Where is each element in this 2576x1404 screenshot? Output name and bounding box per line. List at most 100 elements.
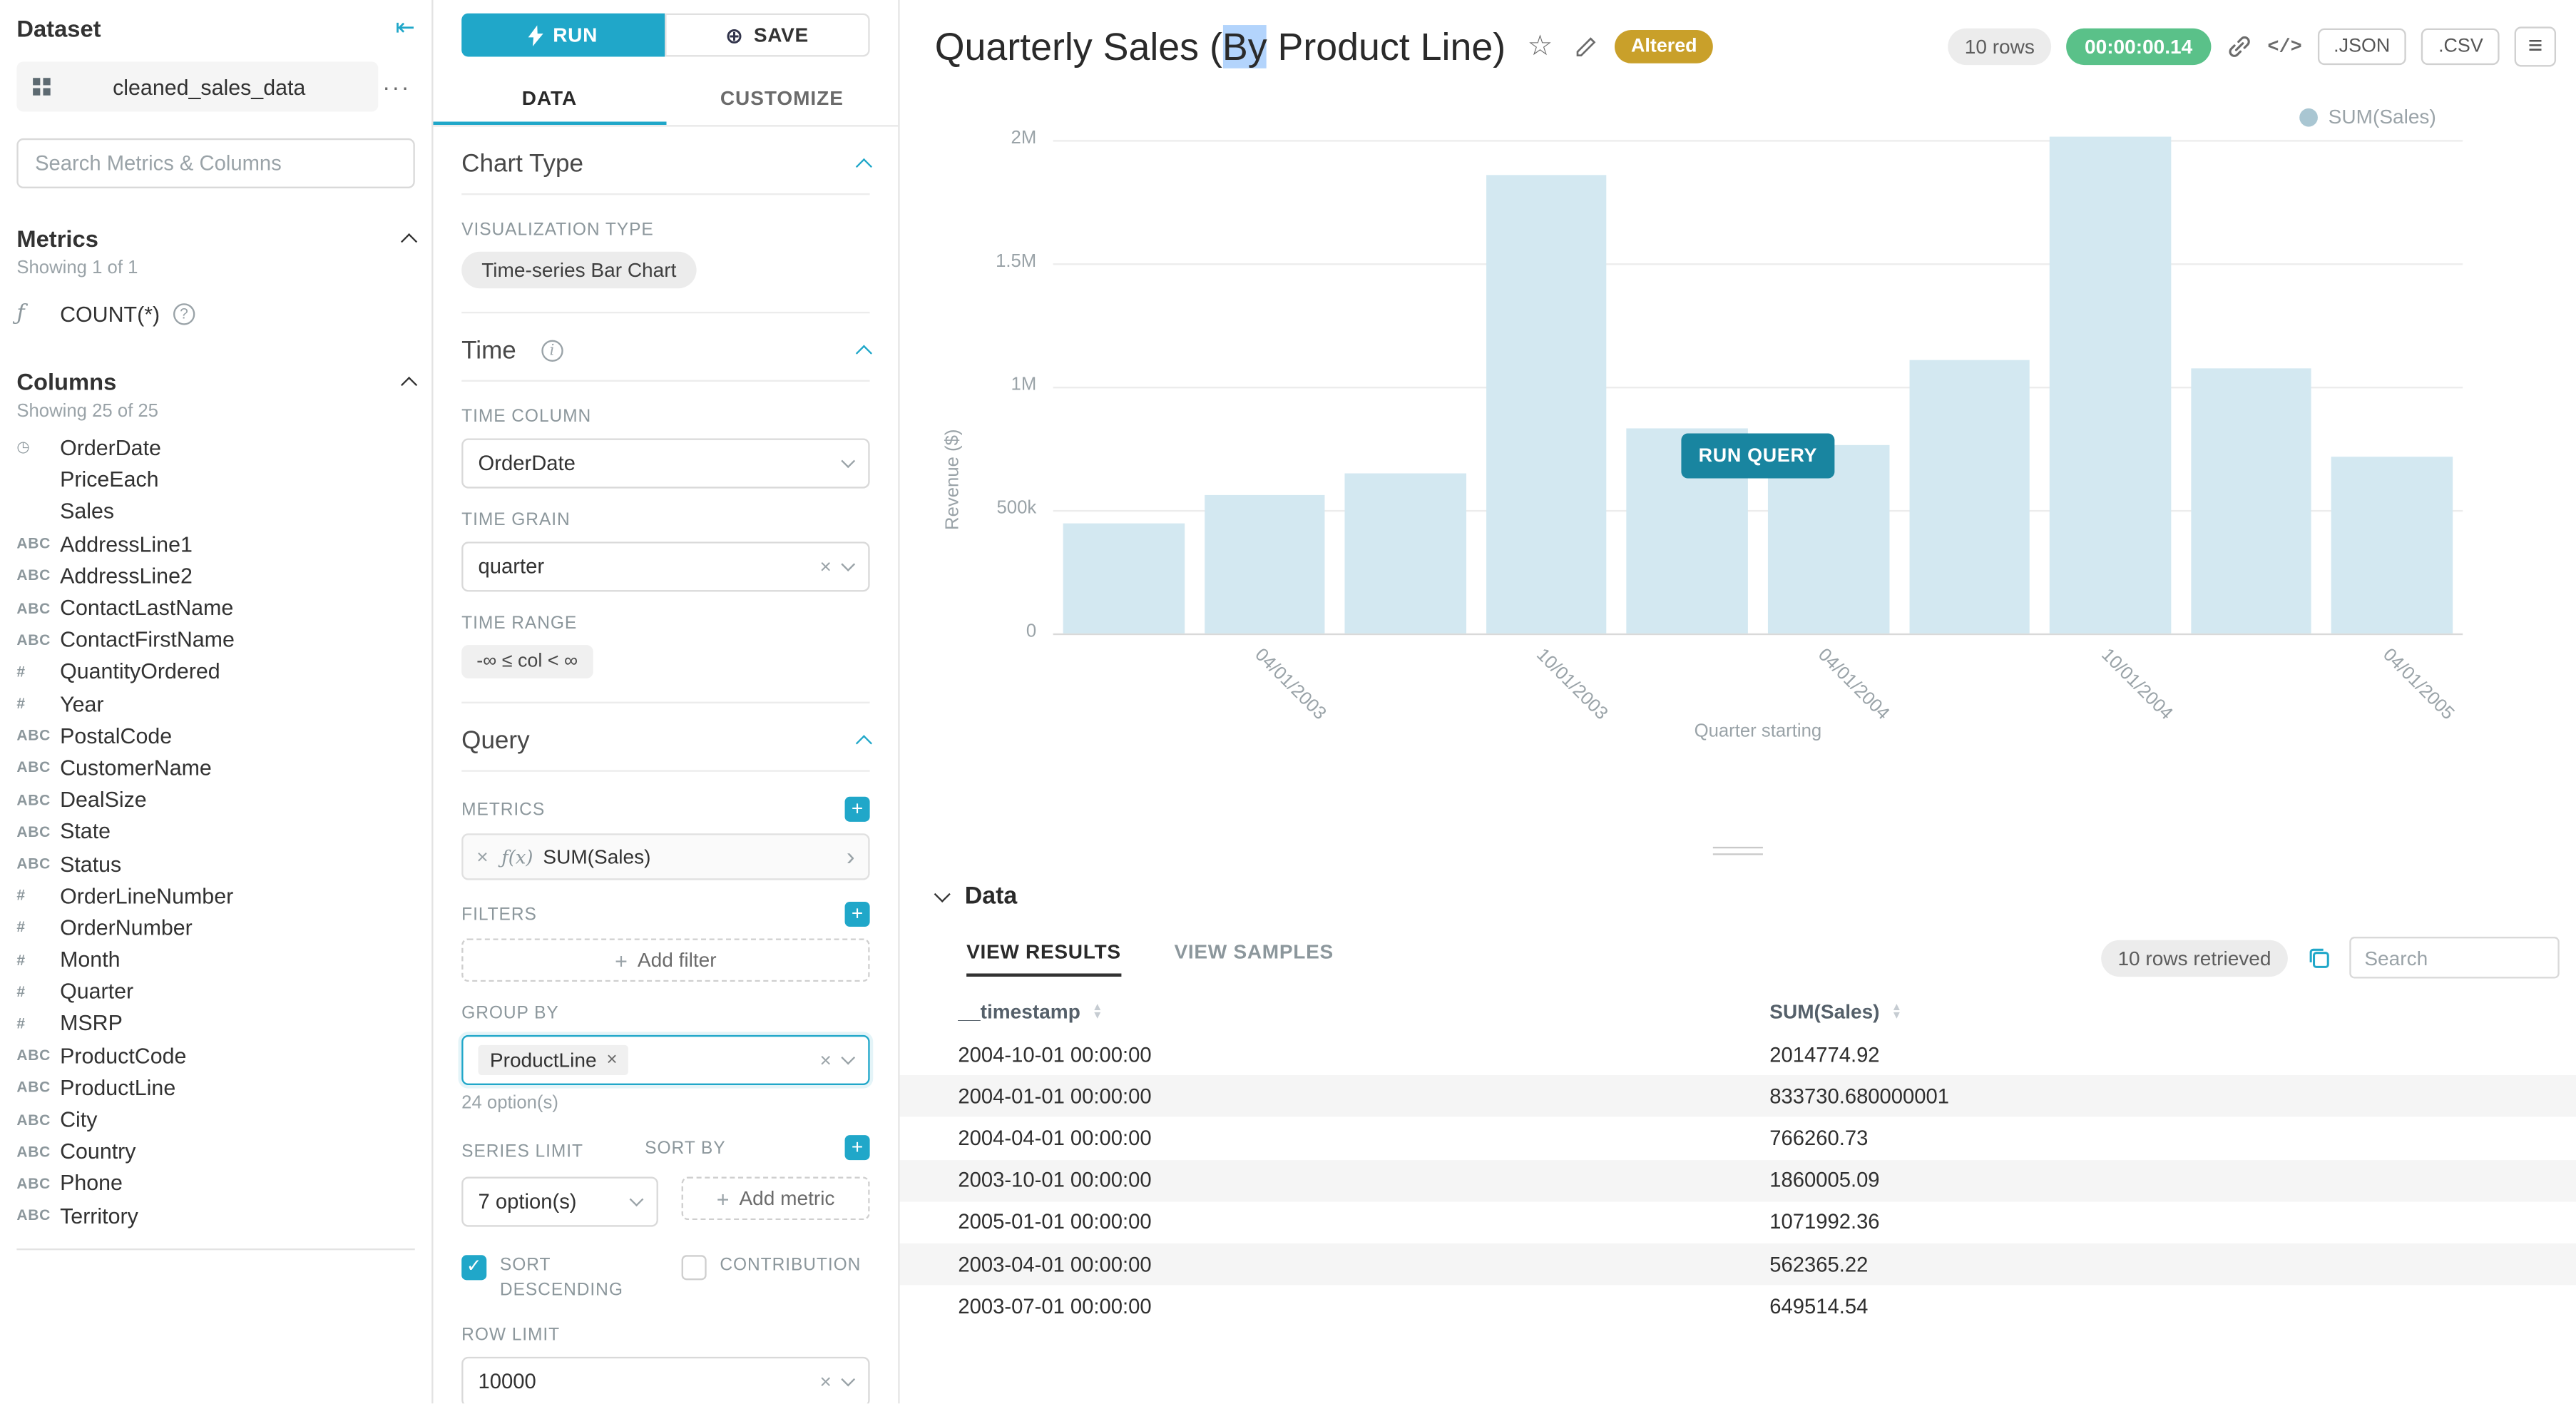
clear-icon[interactable]: × [819, 1370, 832, 1394]
column-header-sum-sales[interactable]: SUM(Sales) ▲ ▼ [1769, 999, 1902, 1024]
row-limit-select[interactable]: 10000 × [461, 1356, 870, 1404]
column-item[interactable]: ABC ContactLastName [16, 591, 414, 624]
chevron-down-icon [841, 1372, 856, 1387]
column-item[interactable]: # Year [16, 688, 414, 720]
dataset-panel-title: Dataset [16, 14, 101, 41]
column-item[interactable]: ABC Territory [16, 1199, 414, 1231]
group-by-label: GROUP BY [461, 1003, 559, 1024]
legend-item[interactable]: SUM(Sales) [2299, 105, 2436, 128]
column-header-timestamp[interactable]: __timestamp ▲ ▼ [958, 999, 1103, 1024]
series-limit-select[interactable]: 7 option(s) [461, 1176, 658, 1227]
column-item[interactable]: Sales [16, 496, 414, 528]
column-item[interactable]: ABC ContactFirstName [16, 624, 414, 656]
run-button[interactable]: RUN [461, 13, 665, 57]
add-sort-metric-button[interactable]: + Add metric [681, 1176, 870, 1221]
metrics-columns-search-input[interactable] [16, 138, 415, 189]
bar[interactable] [2050, 136, 2172, 634]
add-filter-button[interactable]: + Add filter [461, 938, 870, 982]
column-item[interactable]: ABC ProductLine [16, 1072, 414, 1104]
column-item[interactable]: ABC Country [16, 1135, 414, 1167]
add-filter-plus-button[interactable]: + [844, 901, 870, 927]
chart-type-section-header[interactable]: Chart Type [461, 127, 872, 195]
bar[interactable] [1908, 360, 2030, 634]
bar[interactable] [1344, 473, 1466, 634]
query-section-header[interactable]: Query [461, 703, 872, 772]
share-link-icon[interactable] [2226, 34, 2252, 60]
collapse-panel-icon[interactable]: ⇤ [395, 13, 415, 41]
y-tick-label: 1M [1011, 375, 1037, 395]
column-item[interactable]: ABC State [16, 815, 414, 848]
export-csv-button[interactable]: .CSV [2421, 28, 2500, 66]
column-item[interactable]: ABC CustomerName [16, 751, 414, 783]
altered-badge[interactable]: Altered [1614, 30, 1714, 63]
column-item[interactable]: # MSRP [16, 1007, 414, 1039]
time-range-value[interactable]: -∞ ≤ col < ∞ [461, 645, 593, 678]
x-tick-label: 04/01/2004 [1814, 645, 1893, 724]
tab-customize[interactable]: CUSTOMIZE [720, 86, 844, 111]
clear-icon[interactable]: × [819, 1048, 832, 1072]
column-item[interactable]: ABC DealSize [16, 783, 414, 815]
table-row: 2003-04-01 00:00:00 562365.22 [899, 1243, 2576, 1286]
tab-view-results[interactable]: VIEW RESULTS [966, 940, 1121, 976]
column-item[interactable]: ◷ OrderDate [16, 432, 414, 464]
column-item[interactable]: # Quarter [16, 975, 414, 1007]
column-item[interactable]: # Month [16, 943, 414, 975]
columns-collapse-icon[interactable] [401, 375, 418, 392]
column-item[interactable]: ABC PostalCode [16, 720, 414, 752]
tab-view-samples[interactable]: VIEW SAMPLES [1174, 939, 1334, 963]
group-by-tag[interactable]: ProductLine × [478, 1044, 629, 1075]
metrics-collapse-icon[interactable] [401, 232, 418, 249]
clear-icon[interactable]: × [819, 555, 832, 579]
column-item[interactable]: # OrderNumber [16, 912, 414, 944]
visualization-type-value[interactable]: Time-series Bar Chart [461, 251, 697, 289]
remove-metric-icon[interactable]: × [476, 845, 489, 869]
metric-label: COUNT(*) [60, 300, 160, 326]
panel-resize-handle[interactable] [1712, 842, 1763, 855]
bar[interactable] [2190, 369, 2312, 634]
add-metric-plus-button[interactable]: + [844, 796, 870, 822]
chevron-down-icon [841, 454, 856, 469]
column-item[interactable]: ABC ProductCode [16, 1039, 414, 1072]
tab-data[interactable]: DATA [433, 70, 665, 125]
column-item[interactable]: # OrderLineNumber [16, 880, 414, 912]
column-item[interactable]: ABC Status [16, 848, 414, 880]
column-item[interactable]: ABC AddressLine1 [16, 528, 414, 560]
metric-item[interactable]: ƒ COUNT(*) ? [16, 295, 414, 332]
time-column-select[interactable]: OrderDate [461, 438, 870, 489]
help-icon[interactable]: ? [173, 302, 195, 325]
embed-code-icon[interactable]: </> [2267, 36, 2302, 58]
time-grain-select[interactable]: quarter × [461, 541, 870, 592]
dataset-more-icon[interactable]: ··· [382, 73, 411, 101]
bolt-icon [528, 24, 543, 46]
bar[interactable] [1486, 174, 1608, 634]
dataset-selector[interactable]: cleaned_sales_data [16, 61, 379, 112]
column-item[interactable]: ABC AddressLine2 [16, 559, 414, 591]
chart-title[interactable]: Quarterly Sales (By Product Line) [934, 24, 1506, 68]
column-item[interactable]: ABC City [16, 1104, 414, 1136]
copy-icon[interactable] [2306, 945, 2331, 970]
run-query-button[interactable]: RUN QUERY [1681, 433, 1835, 479]
favorite-star-icon[interactable]: ☆ [1527, 30, 1553, 62]
column-item[interactable]: # QuantityOrdered [16, 656, 414, 688]
time-column-label: TIME COLUMN [461, 407, 592, 427]
edit-title-icon[interactable] [1575, 35, 1598, 58]
data-collapse-icon[interactable] [934, 885, 951, 902]
column-item[interactable]: PriceEach [16, 464, 414, 496]
bar[interactable] [1063, 523, 1185, 634]
bar[interactable] [1204, 494, 1326, 634]
time-section-header[interactable]: Time i [461, 313, 872, 382]
contribution-checkbox[interactable] [681, 1255, 707, 1281]
add-sort-metric-plus-button[interactable]: + [844, 1135, 870, 1161]
group-by-select[interactable]: ProductLine × × [461, 1034, 870, 1085]
bar[interactable] [2331, 456, 2453, 634]
export-json-button[interactable]: .JSON [2316, 28, 2407, 66]
remove-tag-icon[interactable]: × [606, 1049, 618, 1070]
column-item[interactable]: ABC Phone [16, 1167, 414, 1199]
save-button[interactable]: ⊕ SAVE [664, 13, 870, 57]
metric-pill[interactable]: × ƒ(x) SUM(Sales) › [461, 833, 870, 880]
more-menu-button[interactable]: ≡ [2515, 26, 2557, 67]
column-type-icon: ABC [16, 823, 51, 840]
sort-descending-checkbox[interactable]: ✓ [461, 1255, 487, 1281]
table-row: 2005-01-01 00:00:00 1071992.36 [900, 1201, 2576, 1243]
results-search-input[interactable] [2349, 937, 2560, 979]
